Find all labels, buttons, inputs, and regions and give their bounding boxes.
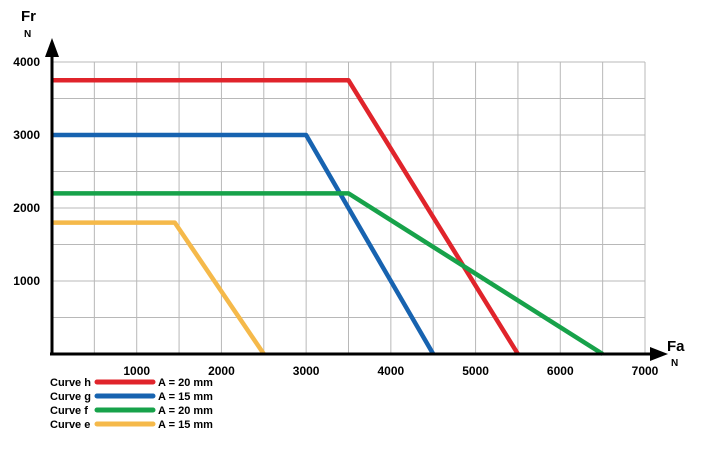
x-axis-unit: N <box>671 358 678 369</box>
x-tick-label: 5000 <box>462 364 489 378</box>
series-line-curve-e <box>52 220 266 356</box>
legend-label: Curve f <box>50 405 88 417</box>
y-tick-label: 2000 <box>13 201 40 215</box>
series-line-curve-h <box>52 78 520 356</box>
axes <box>45 38 668 361</box>
x-tick-label: 2000 <box>208 364 235 378</box>
y-axis-arrowhead <box>45 38 59 57</box>
x-tick-label: 7000 <box>632 364 659 378</box>
legend-note: A = 15 mm <box>158 419 213 431</box>
legend: Curve h A = 20 mm Curve g A = 15 mm Curve f A… <box>50 377 213 431</box>
y-tick-label: 3000 <box>13 128 40 142</box>
legend-label: Curve h <box>50 377 91 389</box>
x-tick-label: 6000 <box>547 364 574 378</box>
legend-label: Curve e <box>50 419 90 431</box>
y-axis-title: Fr <box>21 8 36 25</box>
y-tick-label: 4000 <box>13 55 40 69</box>
legend-note: A = 20 mm <box>158 405 213 417</box>
series-line-curve-g <box>52 132 436 356</box>
x-axis-arrowhead <box>650 347 668 361</box>
legend-note: A = 15 mm <box>158 391 213 403</box>
series-line-curve-f <box>52 191 604 356</box>
x-tick-label: 3000 <box>293 364 320 378</box>
tick-labels: 1000 2000 3000 4000 5000 6000 7000 1000 2000 3000… <box>13 55 658 378</box>
y-axis-unit: N <box>24 29 31 40</box>
x-tick-label: 4000 <box>378 364 405 378</box>
x-tick-label: 1000 <box>123 364 150 378</box>
x-axis-title: Fa <box>667 338 685 355</box>
legend-note: A = 20 mm <box>158 377 213 389</box>
legend-label: Curve g <box>50 391 91 403</box>
series-lines <box>52 78 604 356</box>
y-tick-label: 1000 <box>13 274 40 288</box>
